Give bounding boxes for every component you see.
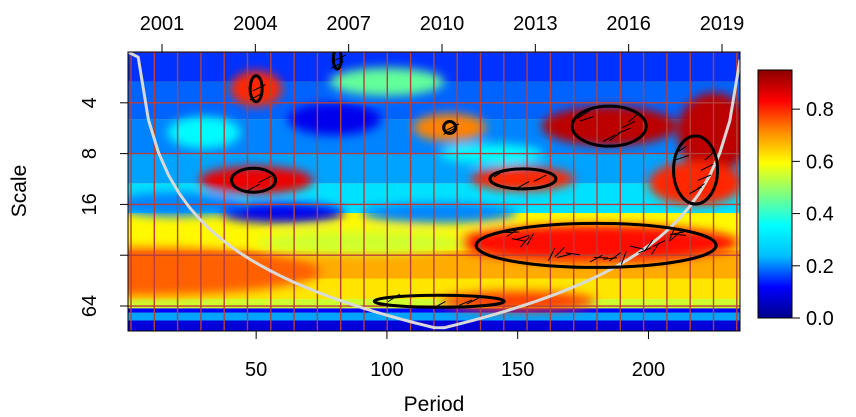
phase-arrow: [554, 246, 565, 258]
y-axis-left: 4 8 16 64: [79, 97, 129, 317]
phase-arrow: [675, 155, 689, 161]
top-tick-label: 2019: [700, 13, 745, 35]
colorbar-gradient: [757, 69, 793, 319]
phase-arrow: [602, 134, 616, 142]
phase-arrow: [603, 257, 618, 260]
x-axis-label: Period: [404, 393, 465, 416]
colorbar-ticks: 0.0 0.2 0.4 0.6 0.8: [792, 99, 834, 330]
significance-contour: [248, 74, 264, 104]
phase-arrow: [628, 112, 640, 123]
y-axis-label: Scale: [8, 165, 31, 218]
significance-contour: [372, 293, 506, 309]
phase-arrow: [446, 123, 460, 131]
y-tick-label: 4: [79, 97, 101, 108]
top-tick-label: 2004: [233, 13, 278, 35]
phase-arrow: [533, 174, 547, 182]
heat-blob: [453, 224, 740, 261]
phase-arrow: [458, 299, 473, 306]
phase-arrow: [466, 297, 480, 305]
heat-blob: [470, 166, 575, 191]
phase-arrow: [520, 236, 530, 248]
heat-blob: [256, 230, 465, 255]
y-tick-label: 64: [79, 295, 101, 317]
phase-arrow: [511, 238, 526, 242]
top-tick-label: 2001: [140, 13, 185, 35]
phase-arrow: [387, 293, 401, 303]
phase-arrow: [432, 301, 446, 309]
significance-contour: [488, 167, 558, 191]
phase-arrow: [557, 253, 571, 258]
heat-blob: [198, 166, 314, 195]
x-tick-label: 150: [501, 359, 534, 381]
colorbar: 0.0 0.2 0.4 0.6 0.8: [757, 69, 834, 330]
y-tick-label: 16: [79, 193, 101, 215]
phase-arrow: [526, 232, 535, 246]
phase-arrow: [332, 54, 346, 62]
phase-arrow: [651, 242, 660, 255]
phase-arrow: [252, 84, 266, 92]
significance-contour: [672, 134, 720, 206]
phase-arrow: [622, 121, 636, 129]
phase-arrow: [247, 183, 260, 192]
colorbar-tick-label: 0.8: [806, 99, 834, 121]
phase-arrow: [249, 92, 263, 101]
phase-arrows: [247, 54, 716, 309]
phase-arrow: [577, 110, 590, 119]
phase-arrow: [704, 150, 716, 161]
heat-blob: [167, 116, 241, 149]
colorbar-tick-label: 0.2: [806, 256, 834, 278]
heat-blob: [361, 203, 518, 224]
heat-blob: [541, 106, 677, 147]
phase-arrow: [674, 146, 687, 155]
phase-arrow: [579, 116, 594, 122]
phase-arrow: [515, 234, 530, 241]
plot-area: [128, 52, 740, 331]
significance-contours: [230, 52, 720, 309]
cone-of-influence: [128, 52, 740, 330]
significance-contour: [570, 104, 648, 148]
y-tick-label: 8: [79, 148, 101, 159]
colorbar-tick-label: 0.6: [806, 151, 834, 173]
colorbar-tick-label: 0.0: [806, 308, 834, 330]
heat-blob: [219, 203, 345, 224]
phase-arrow: [609, 131, 621, 142]
phase-arrow: [493, 168, 507, 178]
phase-arrow: [697, 174, 712, 181]
phase-arrow: [330, 61, 344, 69]
phase-arrow: [589, 254, 603, 263]
top-tick-label: 2013: [513, 13, 558, 35]
grid-lines: [128, 52, 740, 331]
significance-contour: [230, 166, 278, 194]
top-tick-label: 2007: [326, 13, 371, 35]
heat-blob: [287, 103, 382, 136]
x-tick-label: 200: [632, 359, 665, 381]
phase-arrow: [700, 163, 714, 171]
phase-arrow: [516, 181, 530, 189]
phase-arrow: [548, 247, 556, 261]
x-tick-label: 100: [370, 359, 403, 381]
phase-arrow: [608, 252, 621, 262]
phase-arrow: [620, 251, 627, 265]
phase-arrow: [693, 183, 705, 193]
phase-arrow: [644, 239, 654, 252]
phase-arrow: [668, 227, 676, 241]
phase-arrow: [443, 127, 457, 135]
significance-contour: [474, 221, 718, 269]
x-tick-label: 50: [245, 359, 267, 381]
top-tick-label: 2016: [606, 13, 651, 35]
significance-contour: [331, 52, 343, 71]
heat-blob: [413, 113, 487, 142]
top-tick-label: 2010: [420, 13, 465, 35]
x-axis-bottom: 50 100 150 200: [245, 330, 665, 381]
heat-blob: [677, 92, 740, 173]
x-axis-top: 2001 2004 2007 2010 2013 2016 2019: [140, 13, 745, 53]
phase-arrow: [258, 175, 272, 183]
phase-arrow: [630, 245, 644, 250]
phase-arrow: [505, 231, 520, 234]
phase-arrow: [565, 252, 580, 256]
phase-arrow: [671, 233, 686, 236]
colorbar-tick-label: 0.4: [806, 204, 834, 226]
